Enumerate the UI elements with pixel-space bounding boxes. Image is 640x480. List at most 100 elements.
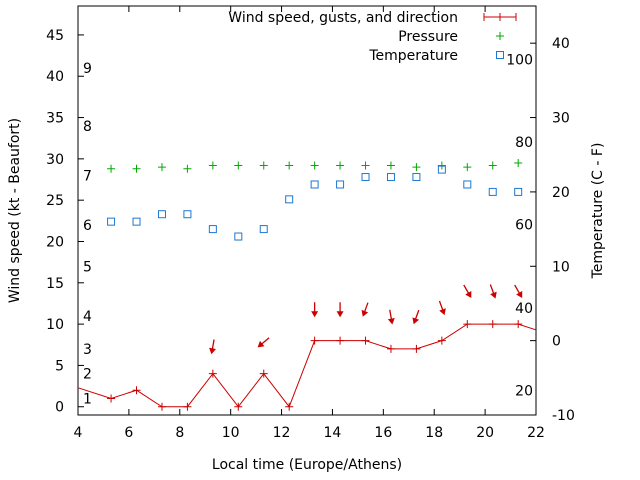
y2-tick-label: -10: [552, 408, 575, 424]
wind-direction-arrow: [438, 300, 446, 316]
y-tick-label: 45: [46, 28, 64, 44]
x-tick-label: 6: [124, 425, 133, 441]
legend-label: Temperature: [368, 48, 458, 64]
beaufort-label: 1: [83, 391, 92, 407]
y-tick-label: 10: [46, 317, 64, 333]
pressure-point: [310, 161, 319, 170]
wind-point: [107, 394, 116, 403]
beaufort-label: 6: [83, 218, 92, 234]
wind-point: [514, 320, 523, 329]
pressure-point: [157, 163, 166, 172]
temperature-point: [259, 225, 268, 234]
wind-direction-arrow: [361, 302, 369, 317]
x-tick-label: 10: [222, 425, 240, 441]
beaufort-label: 9: [83, 61, 92, 77]
wind-direction-arrow: [209, 339, 216, 355]
fahrenheit-label: 60: [515, 218, 533, 234]
x-tick-label: 18: [425, 425, 443, 441]
wind-arrow-head: [490, 291, 497, 299]
wind-direction-arrow: [489, 284, 497, 299]
y2-tick-label: 10: [552, 259, 570, 275]
pressure-point: [208, 161, 217, 170]
beaufort-label: 4: [83, 309, 92, 325]
temperature-point: [514, 187, 523, 196]
wind-arrow-head: [412, 317, 420, 325]
beaufort-label: 3: [83, 342, 92, 358]
fahrenheit-label: 80: [515, 135, 533, 151]
y-tick-label: 35: [46, 111, 64, 127]
beaufort-label: 7: [83, 168, 92, 184]
temperature-point: [336, 180, 345, 189]
wind-point: [132, 386, 141, 395]
y2-tick-label: 20: [552, 185, 570, 201]
wind-arrow-head: [516, 291, 523, 298]
wind-point: [183, 402, 192, 411]
wind-direction-arrow: [514, 284, 523, 298]
wind-point: [437, 336, 446, 345]
wind-point: [412, 344, 421, 353]
x-tick-label: 12: [273, 425, 291, 441]
wind-arrow-head: [465, 291, 472, 298]
pressure-point: [183, 164, 192, 173]
wind-point: [259, 369, 268, 378]
temperature-point: [157, 210, 166, 219]
pressure-point: [107, 164, 116, 173]
wind-direction-arrow: [463, 284, 472, 298]
temperature-point: [208, 225, 217, 234]
temperature-point: [361, 173, 370, 182]
fahrenheit-label: 20: [515, 383, 533, 399]
wind-point: [463, 320, 472, 329]
y-axis-title: Wind speed (kt - Beaufort): [7, 118, 23, 303]
legend-label: Wind speed, gusts, and direction: [228, 10, 458, 26]
wind-point: [208, 369, 217, 378]
pressure-point: [336, 161, 345, 170]
pressure-point: [514, 158, 523, 167]
x-tick-label: 14: [324, 425, 342, 441]
pressure-point: [132, 164, 141, 173]
x-tick-label: 16: [374, 425, 392, 441]
y-tick-label: 15: [46, 276, 64, 292]
pressure-point: [361, 161, 370, 170]
fahrenheit-label: 100: [506, 53, 533, 69]
wind-point: [56, 378, 64, 386]
wind-arrow-head: [336, 311, 344, 318]
temperature-point: [463, 180, 472, 189]
y2-tick-label: 40: [552, 36, 570, 52]
wind-point: [336, 336, 345, 345]
temperature-point: [183, 210, 192, 219]
legend-temperature-marker: [496, 51, 504, 59]
temperature-point: [107, 217, 116, 226]
legend-wind-marker: [496, 13, 504, 21]
wind-arrow-head: [387, 318, 395, 325]
temperature-point: [386, 173, 395, 182]
wind-arrow-head: [439, 308, 446, 316]
beaufort-label: 5: [83, 259, 92, 275]
wind-direction-arrow: [311, 302, 319, 318]
wind-direction-arrow: [412, 309, 420, 325]
wind-point: [157, 402, 166, 411]
y-tick-label: 5: [55, 358, 64, 374]
pressure-point: [463, 163, 472, 172]
wind-direction-arrow: [257, 337, 270, 348]
x-tick-label: 22: [527, 425, 545, 441]
plot-frame: [77, 5, 537, 416]
pressure-point: [386, 161, 395, 170]
y-tick-label: 20: [46, 234, 64, 250]
y2-tick-label: 0: [552, 334, 561, 350]
wind-point: [234, 402, 243, 411]
pressure-point: [437, 161, 446, 170]
wind-arrow-head: [361, 309, 369, 317]
temperature-point: [285, 195, 294, 204]
wind-point: [540, 328, 548, 336]
beaufort-label: 8: [83, 119, 92, 135]
y-tick-label: 40: [46, 69, 64, 85]
wind-direction-arrow: [387, 309, 395, 325]
legend-label: Pressure: [398, 29, 458, 45]
x-tick-label: 4: [74, 425, 83, 441]
wind-direction-arrow: [336, 302, 344, 318]
wind-arrow-head: [311, 311, 319, 318]
y2-tick-label: 30: [552, 111, 570, 127]
temperature-point: [412, 173, 421, 182]
x-tick-label: 8: [175, 425, 184, 441]
